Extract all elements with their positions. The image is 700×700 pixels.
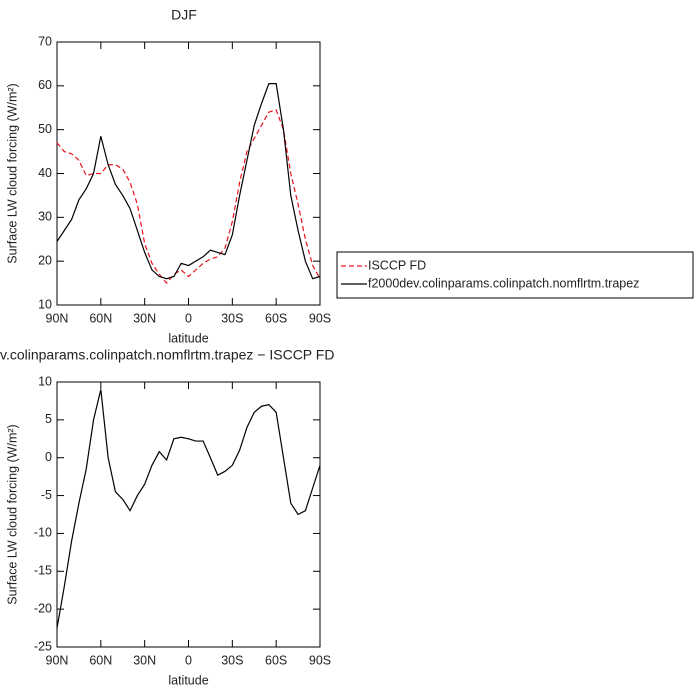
- y-tick-label: -10: [34, 526, 52, 540]
- plot-frame: [56, 381, 321, 648]
- x-axis-label: latitude: [168, 331, 208, 345]
- y-tick-label: 30: [38, 210, 52, 224]
- y-tick-label: 40: [38, 166, 52, 180]
- x-tick-label: 90N: [46, 311, 69, 325]
- chart-title: DJF: [171, 7, 197, 23]
- y-tick-label: 10: [38, 374, 52, 388]
- x-tick-label: 30N: [133, 311, 156, 325]
- y-tick-label: 5: [45, 412, 52, 426]
- series-line: [56, 389, 321, 629]
- legend-box: [336, 251, 694, 299]
- y-tick-label: -5: [41, 488, 52, 502]
- x-tick-label: 60S: [265, 311, 287, 325]
- x-axis-label: latitude: [168, 673, 208, 687]
- y-tick-label: -15: [34, 564, 52, 578]
- y-tick-label: 0: [45, 450, 52, 464]
- y-tick-label: -25: [34, 639, 52, 653]
- x-tick-label: 30N: [133, 653, 156, 667]
- y-axis-label: Surface LW cloud forcing (W/m²): [5, 424, 19, 604]
- y-tick-label: 50: [38, 122, 52, 136]
- series-line: [56, 109, 321, 285]
- chart-title: v.colinparams.colinpatch.nomflrtm.trapez…: [0, 347, 334, 363]
- x-tick-label: 30S: [221, 311, 243, 325]
- x-tick-label: 30S: [221, 653, 243, 667]
- x-tick-label: 90S: [309, 653, 331, 667]
- x-tick-label: 90S: [309, 311, 331, 325]
- x-tick-label: 60N: [89, 311, 112, 325]
- y-tick-label: 60: [38, 78, 52, 92]
- y-tick-label: -20: [34, 601, 52, 615]
- x-tick-label: 60S: [265, 653, 287, 667]
- legend-label: f2000dev.colinparams.colinpatch.nomflrtm…: [368, 276, 639, 290]
- series-line: [56, 83, 321, 280]
- x-tick-label: 60N: [89, 653, 112, 667]
- legend-label: ISCCP FD: [368, 258, 426, 272]
- x-tick-label: 0: [185, 311, 192, 325]
- y-axis-label: Surface LW cloud forcing (W/m²): [5, 83, 19, 263]
- y-tick-label: 20: [38, 253, 52, 267]
- x-tick-label: 0: [185, 653, 192, 667]
- y-tick-label: 70: [38, 34, 52, 48]
- y-tick-label: 10: [38, 297, 52, 311]
- x-tick-label: 90N: [46, 653, 69, 667]
